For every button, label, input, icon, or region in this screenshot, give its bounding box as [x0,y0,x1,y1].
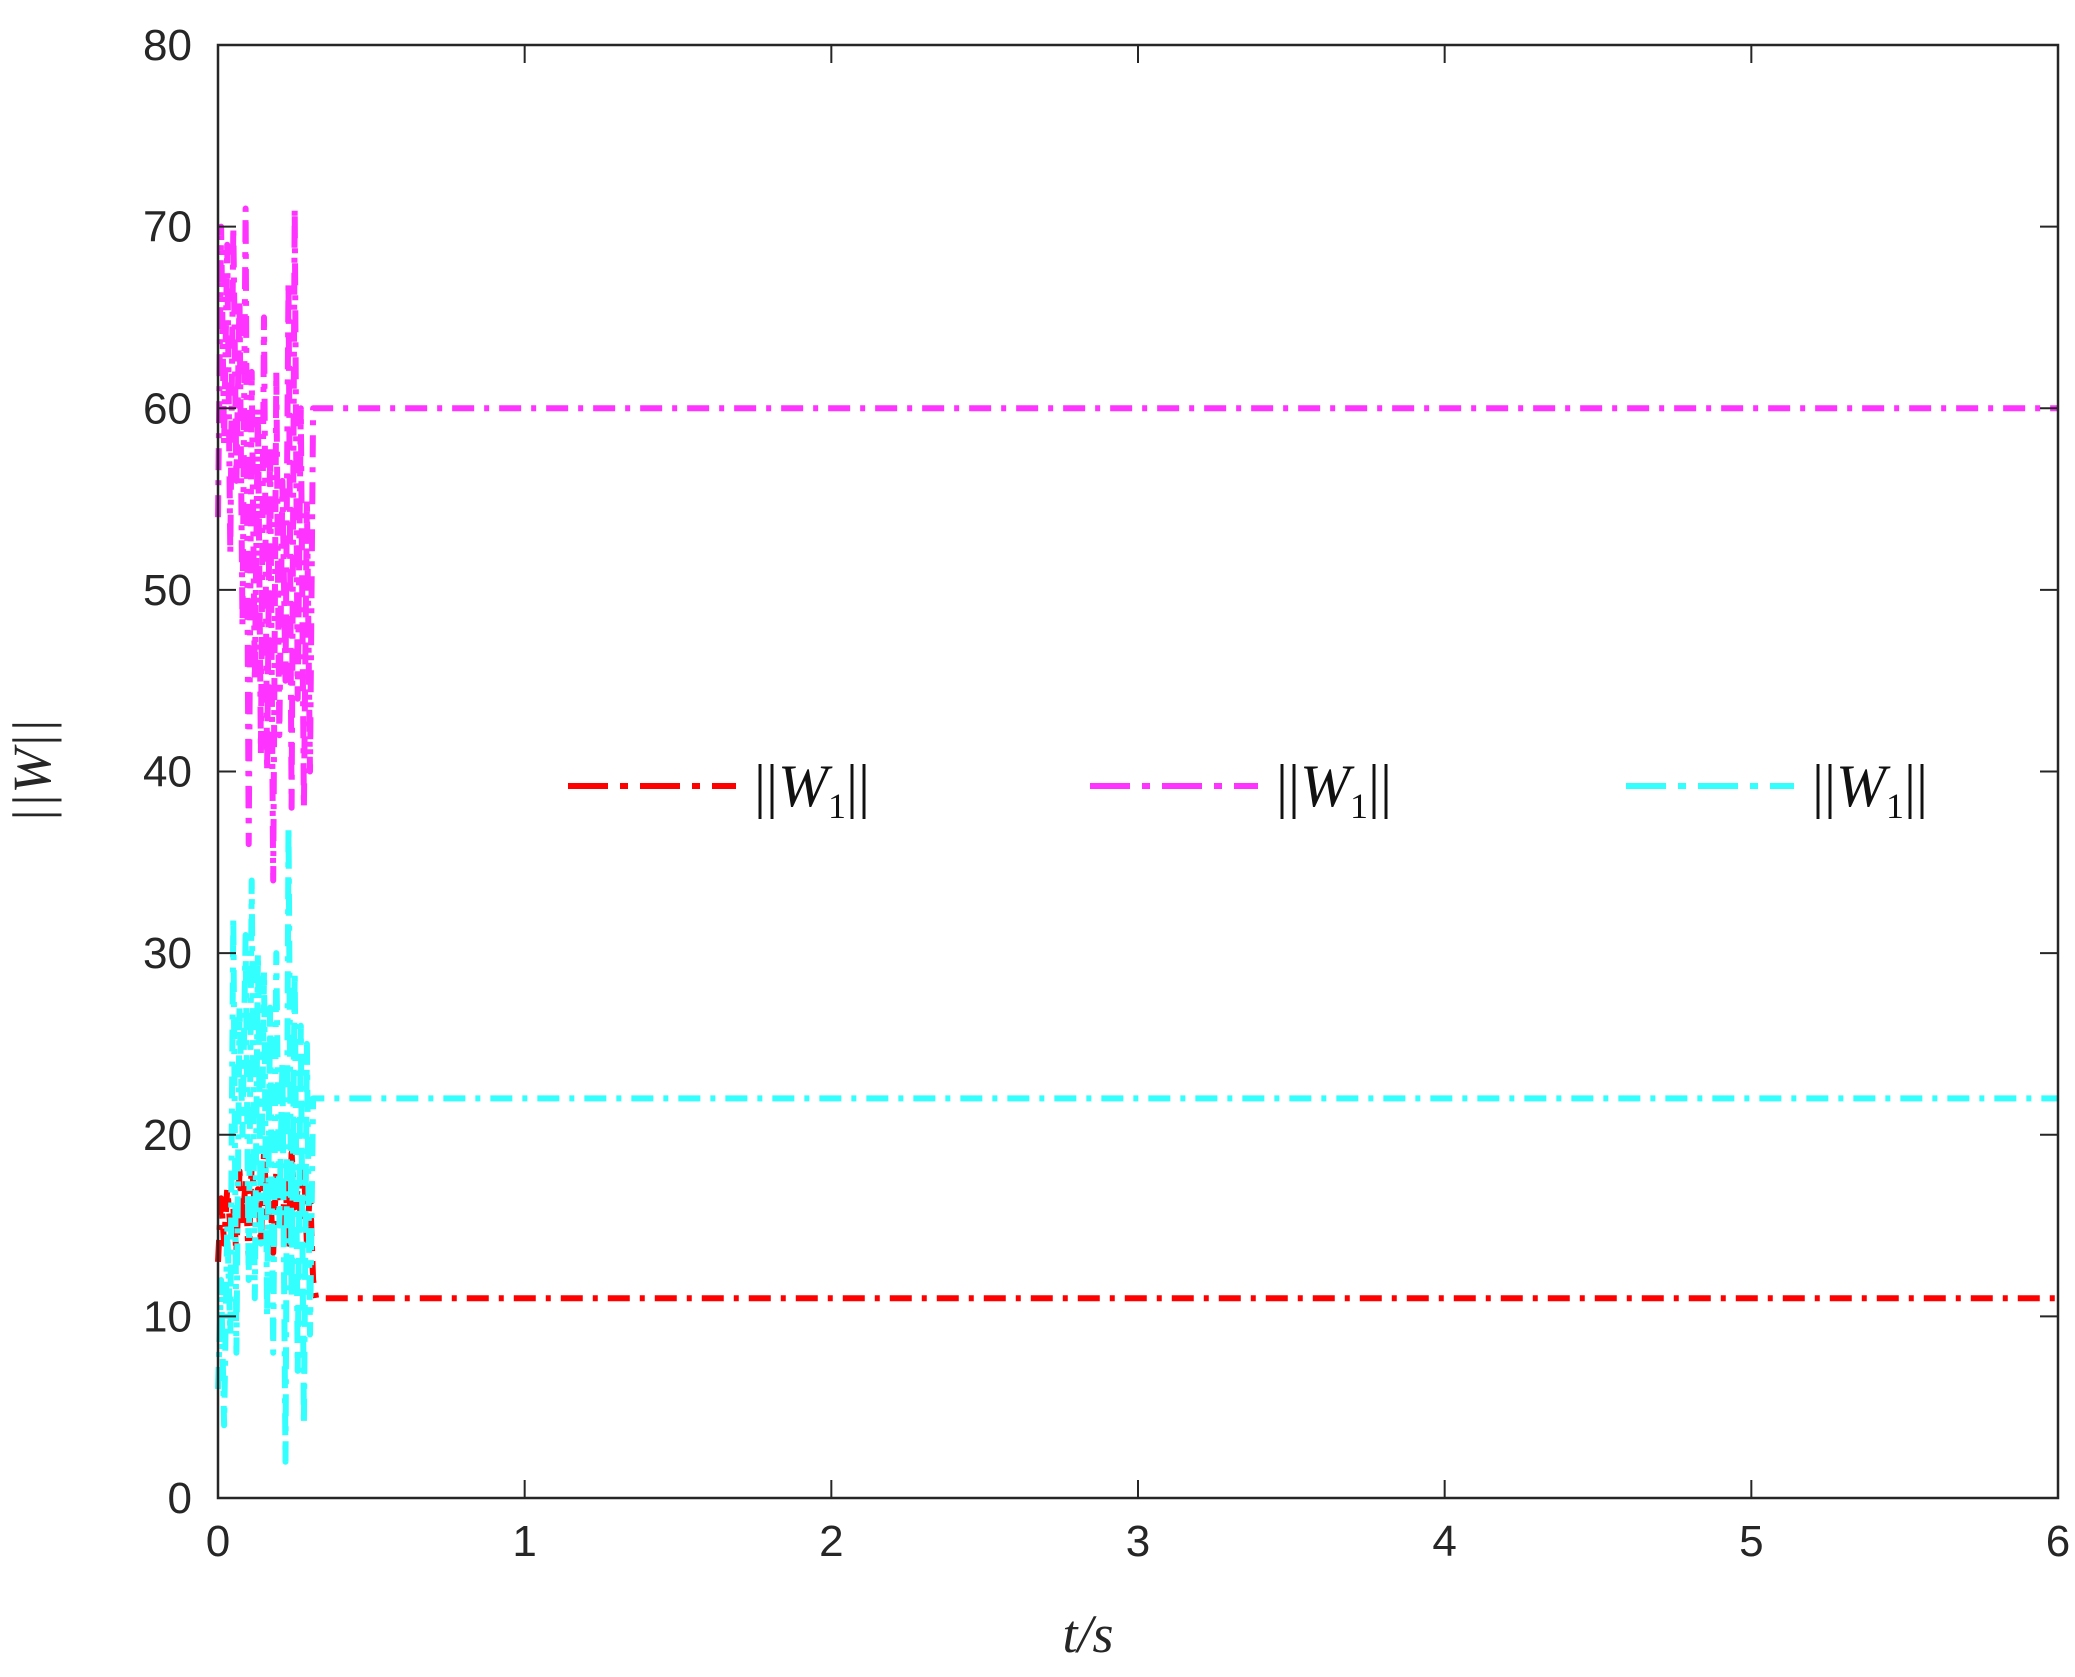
legend-label: ||W1|| [1812,753,1928,826]
y-axis-ticks: 0 10 20 30 40 50 60 70 80 [143,21,2058,1523]
x-tick-label: 2 [819,1517,843,1566]
y-axis-label: ||W|| [2,719,62,823]
legend: ||W1|| ||W1|| ||W1|| [568,753,1928,826]
series-line-2 [215,205,2058,884]
y-tick-label: 80 [143,21,192,70]
x-tick-label: 1 [512,1517,536,1566]
x-tick-label: 4 [1432,1517,1456,1566]
y-tick-label: 10 [143,1292,192,1341]
x-tick-label: 0 [206,1517,230,1566]
series-line-1 [215,1149,2058,1302]
legend-entry-3: ||W1|| [1626,753,1928,826]
x-axis-label: t/s [1062,1604,1113,1664]
x-tick-label: 6 [2046,1517,2070,1566]
x-axis-ticks: 0 1 2 3 4 5 6 [206,45,2070,1566]
y-tick-label: 0 [168,1474,192,1523]
legend-label: ||W1|| [1276,753,1392,826]
y-tick-label: 40 [143,748,192,797]
plot-area [218,45,2058,1498]
y-tick-label: 70 [143,203,192,252]
series-line-3 [215,823,2058,1465]
series-layer [215,205,2058,1465]
legend-entry-1: ||W1|| [568,753,870,826]
x-tick-label: 3 [1126,1517,1150,1566]
y-tick-label: 20 [143,1111,192,1160]
legend-entry-2: ||W1|| [1090,753,1392,826]
x-tick-label: 5 [1739,1517,1763,1566]
y-tick-label: 30 [143,929,192,978]
y-tick-label: 60 [143,384,192,433]
legend-label: ||W1|| [754,753,870,826]
y-tick-label: 50 [143,566,192,615]
